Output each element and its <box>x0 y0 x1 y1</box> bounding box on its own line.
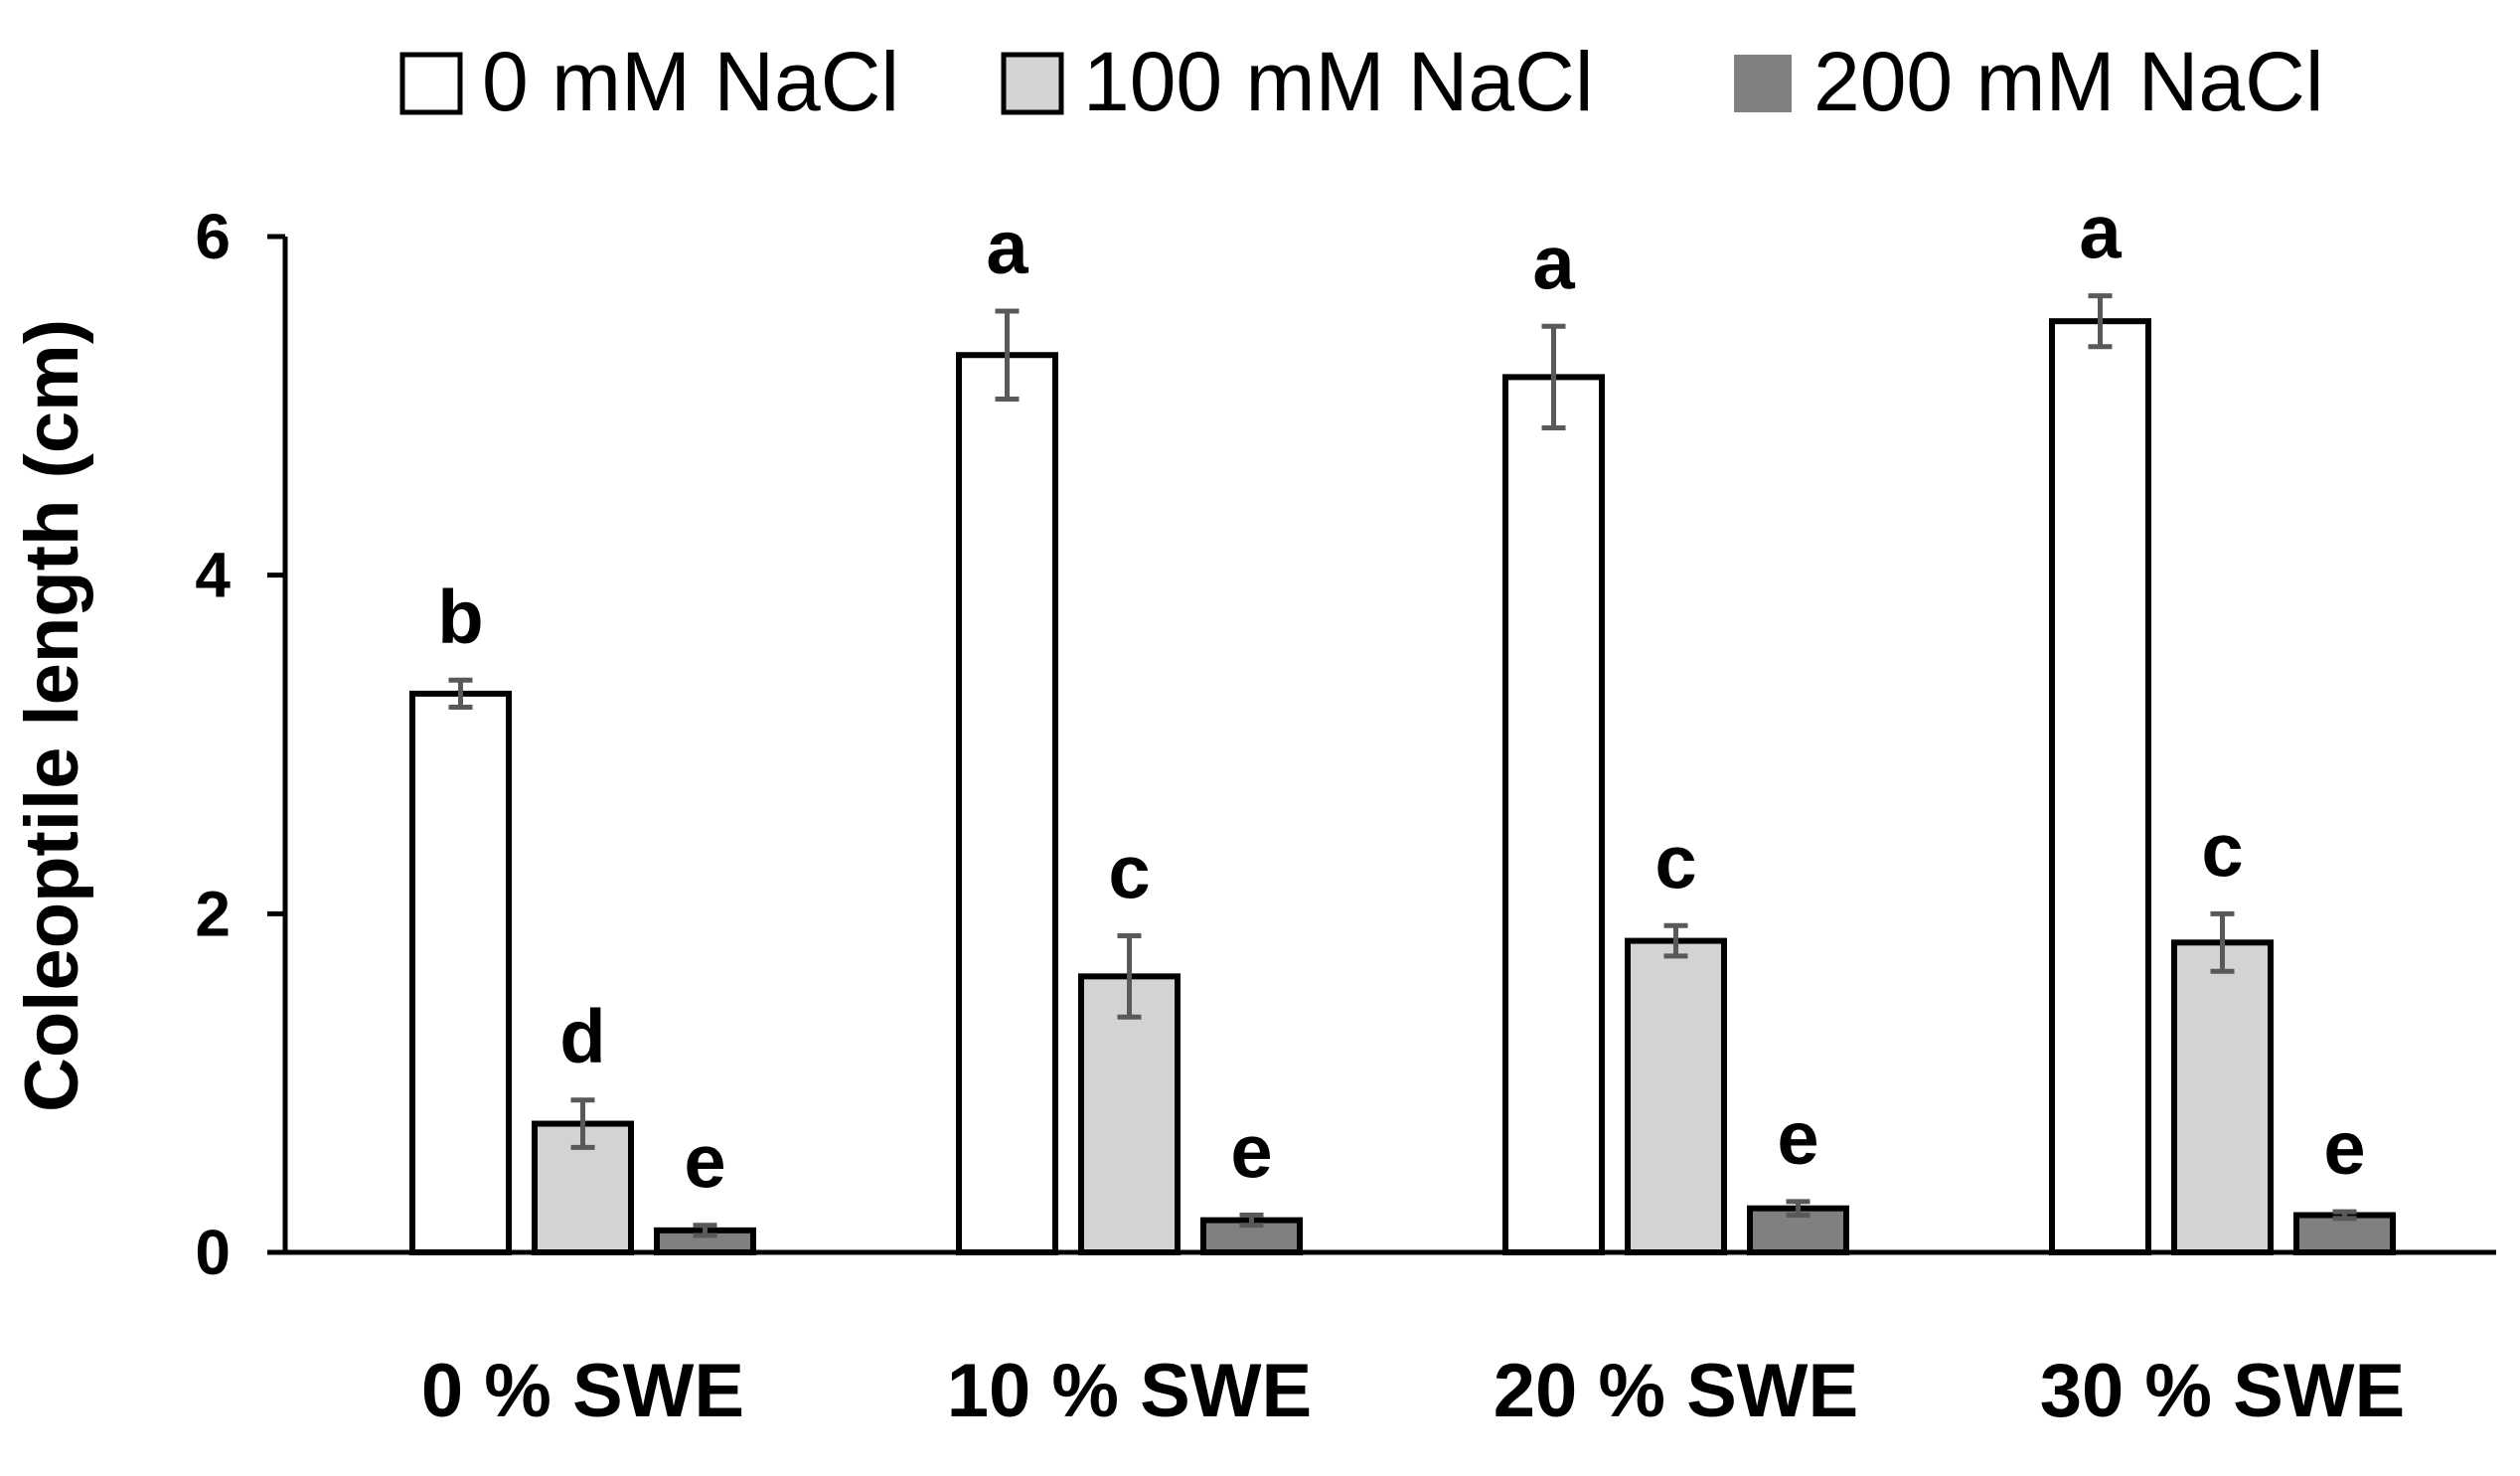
legend-swatch-0 <box>399 52 463 115</box>
y-tick-label-0: 0 <box>195 1217 231 1288</box>
category-label-0: 0 % SWE <box>421 1349 744 1433</box>
bar-0-0 <box>409 690 512 1255</box>
bars <box>409 318 2396 1256</box>
y-tick-label-3: 6 <box>195 201 231 272</box>
bar-2-1 <box>1625 937 1727 1255</box>
bar-1-0 <box>956 352 1058 1255</box>
bar-2-0 <box>1502 374 1605 1256</box>
legend-label-1: 100 mM NaCl <box>1083 35 1593 128</box>
sig-label-3-0: a <box>2079 191 2122 275</box>
bar-3-1 <box>2171 939 2274 1255</box>
category-label-1: 10 % SWE <box>947 1349 1312 1433</box>
sig-label-0-2: e <box>684 1120 725 1205</box>
legend-swatch-1 <box>1001 52 1064 115</box>
bar-3-0 <box>2049 318 2151 1255</box>
sig-label-2-0: a <box>1532 221 1575 305</box>
y-axis-label: Coleoptile length (cm) <box>10 319 94 1112</box>
sig-label-1-1: c <box>1108 830 1150 914</box>
y-tick-label-1: 2 <box>195 878 231 949</box>
category-labels: 0 % SWE 10 % SWE 20 % SWE 30 % SWE <box>421 1349 2405 1433</box>
sig-label-1-0: a <box>986 206 1028 290</box>
legend-label-2: 200 mM NaCl <box>1813 35 2323 128</box>
category-label-2: 20 % SWE <box>1494 1349 1858 1433</box>
bar-1-1 <box>1078 973 1181 1256</box>
y-tick-label-2: 4 <box>195 540 231 611</box>
legend-label-0: 0 mM NaCl <box>482 35 899 128</box>
sig-label-3-1: c <box>2201 808 2243 893</box>
legend-swatch-2 <box>1734 55 1792 112</box>
sig-label-0-0: b <box>437 574 483 659</box>
sig-label-2-1: c <box>1654 820 1696 904</box>
error-bars <box>448 293 2357 1238</box>
sig-label-3-2: e <box>2323 1106 2365 1191</box>
category-label-3: 30 % SWE <box>2040 1349 2405 1433</box>
sig-label-2-2: e <box>1777 1096 1818 1181</box>
sig-label-1-2: e <box>1230 1110 1272 1195</box>
legend: 0 mM NaCl 100 mM NaCl 200 mM NaCl <box>399 35 2323 128</box>
sig-label-0-1: d <box>559 995 605 1079</box>
